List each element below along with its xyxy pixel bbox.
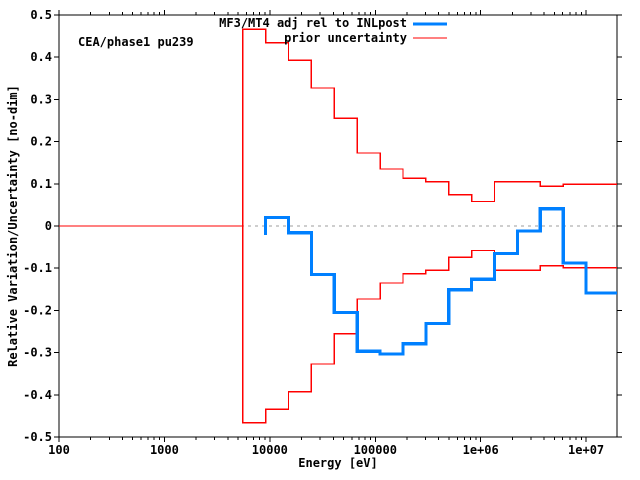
legend: MF3/MT4 adj rel to INLpost prior uncerta…: [219, 16, 447, 45]
x-tick-label: 100: [48, 443, 70, 457]
y-tick-label: 0: [45, 219, 52, 233]
y-tick-label: 0.2: [30, 135, 52, 149]
x-tick-label: 1e+06: [463, 443, 499, 457]
y-tick-label: -0.3: [23, 346, 52, 360]
series-mf3-mt4-adjustment-line: [264, 207, 617, 356]
x-tick-label: 1e+07: [568, 443, 604, 457]
x-tick-label: 100000: [354, 443, 397, 457]
y-tick-label: 0.1: [30, 177, 52, 191]
y-tick-label: 0.3: [30, 92, 52, 106]
series-prior-uncertainty-lower-line: [59, 225, 617, 424]
tick-labels: 100 1000 10000 100000 1e+06 1e+07 0.5 0.4 0.3 0.2…: [23, 8, 604, 457]
legend-line-samples: [413, 22, 447, 39]
y-axis-label: Relative Variation/Uncertainty [no-dim]: [6, 85, 20, 367]
y-tick-label: -0.5: [23, 430, 52, 444]
y-tick-label: 0.5: [30, 8, 52, 22]
x-tick-label: 1000: [150, 443, 179, 457]
y-tick-label: -0.4: [23, 388, 52, 402]
legend-entry-adjustment-label: MF3/MT4 adj rel to INLpost: [219, 16, 407, 30]
legend-entry-prior-label: prior uncertainty: [284, 31, 407, 45]
series-prior-uncertainty-upper-line: [59, 28, 617, 227]
plot-title: CEA/phase1 pu239: [78, 35, 194, 49]
y-tick-label: -0.1: [23, 261, 52, 275]
x-tick-label: 10000: [252, 443, 288, 457]
y-tick-label: -0.2: [23, 303, 52, 317]
series-layer: [59, 28, 617, 424]
x-axis-label: Energy [eV]: [298, 456, 377, 470]
y-tick-label: 0.4: [30, 50, 52, 64]
